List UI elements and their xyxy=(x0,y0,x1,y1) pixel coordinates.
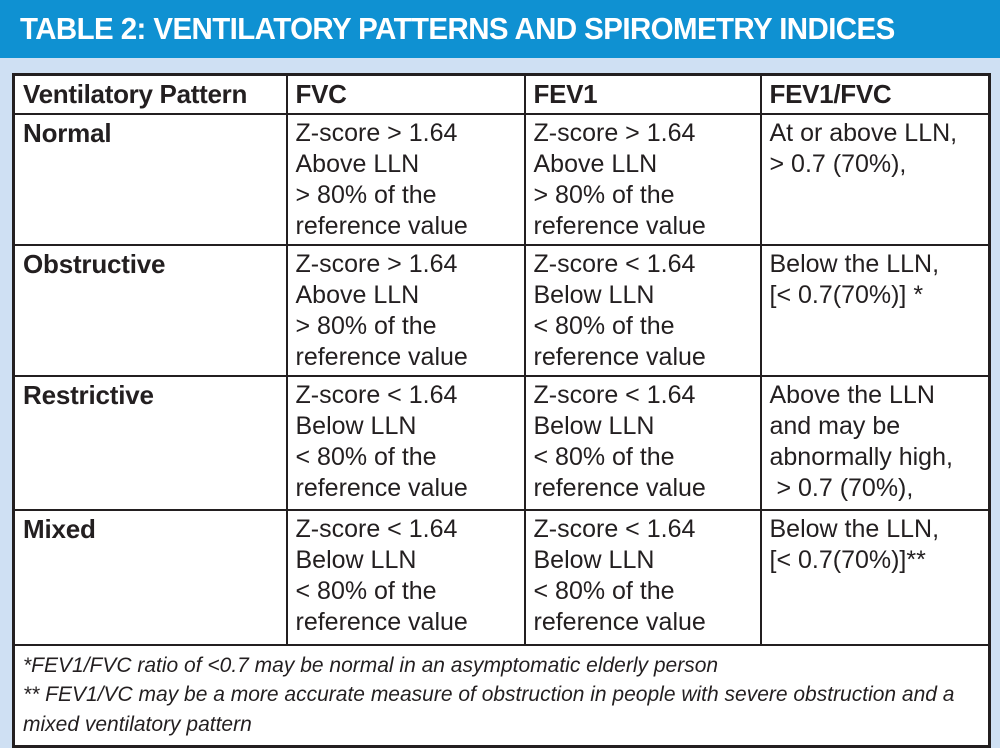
header-row: Ventilatory Pattern FVC FEV1 FEV1/FVC xyxy=(12,73,991,115)
footnote-row: *FEV1/FVC ratio of <0.7 may be normal in… xyxy=(12,643,991,748)
fev1-cell: Z-score < 1.64 Below LLN < 80% of the re… xyxy=(523,374,762,511)
header-cell-fvc: FVC xyxy=(285,73,526,115)
header-cell-fev1-fvc: FEV1/FVC xyxy=(759,73,991,115)
table-row-restrictive: Restrictive Z-score < 1.64 Below LLN < 8… xyxy=(12,374,991,511)
pattern-cell: Restrictive xyxy=(12,374,288,511)
fvc-cell: Z-score > 1.64 Above LLN > 80% of the re… xyxy=(285,112,526,246)
fev1-cell: Z-score < 1.64 Below LLN < 80% of the re… xyxy=(523,508,762,646)
fev1-cell: Z-score > 1.64 Above LLN > 80% of the re… xyxy=(523,112,762,246)
table-row-mixed: Mixed Z-score < 1.64 Below LLN < 80% of … xyxy=(12,508,991,646)
fvc-cell: Z-score > 1.64 Above LLN > 80% of the re… xyxy=(285,243,526,377)
table-row-obstructive: Obstructive Z-score > 1.64 Above LLN > 8… xyxy=(12,243,991,377)
fev1-cell: Z-score < 1.64 Below LLN < 80% of the re… xyxy=(523,243,762,377)
footnote-fev1-fvc-ratio: *FEV1/FVC ratio of <0.7 may be normal in… xyxy=(23,653,719,677)
fvc-cell: Z-score < 1.64 Below LLN < 80% of the re… xyxy=(285,374,526,511)
table-row-normal: Normal Z-score > 1.64 Above LLN > 80% of… xyxy=(12,112,991,246)
footnotes-cell: *FEV1/FVC ratio of <0.7 may be normal in… xyxy=(12,643,991,748)
pattern-cell: Normal xyxy=(12,112,288,246)
pattern-cell: Mixed xyxy=(12,508,288,646)
fev1-fvc-cell: Above the LLN and may be abnormally high… xyxy=(759,374,991,511)
fvc-cell: Z-score < 1.64 Below LLN < 80% of the re… xyxy=(285,508,526,646)
footnote-fev1-vc-measure: ** FEV1/VC may be a more accurate measur… xyxy=(23,683,955,736)
table-container: Ventilatory Pattern FVC FEV1 FEV1/FVC No… xyxy=(12,73,991,748)
header-cell-fev1: FEV1 xyxy=(523,73,762,115)
header-cell-ventilatory-pattern: Ventilatory Pattern xyxy=(12,73,288,115)
spirometry-indices-table: Ventilatory Pattern FVC FEV1 FEV1/FVC No… xyxy=(12,73,991,748)
fev1-fvc-cell: Below the LLN, [< 0.7(70%)] * xyxy=(759,243,991,377)
table-title: TABLE 2: VENTILATORY PATTERNS AND SPIROM… xyxy=(20,11,895,46)
table-title-bar: TABLE 2: VENTILATORY PATTERNS AND SPIROM… xyxy=(0,0,1000,58)
fev1-fvc-cell: At or above LLN, > 0.7 (70%), xyxy=(759,112,991,246)
fev1-fvc-cell: Below the LLN, [< 0.7(70%)]** xyxy=(759,508,991,646)
pattern-cell: Obstructive xyxy=(12,243,288,377)
